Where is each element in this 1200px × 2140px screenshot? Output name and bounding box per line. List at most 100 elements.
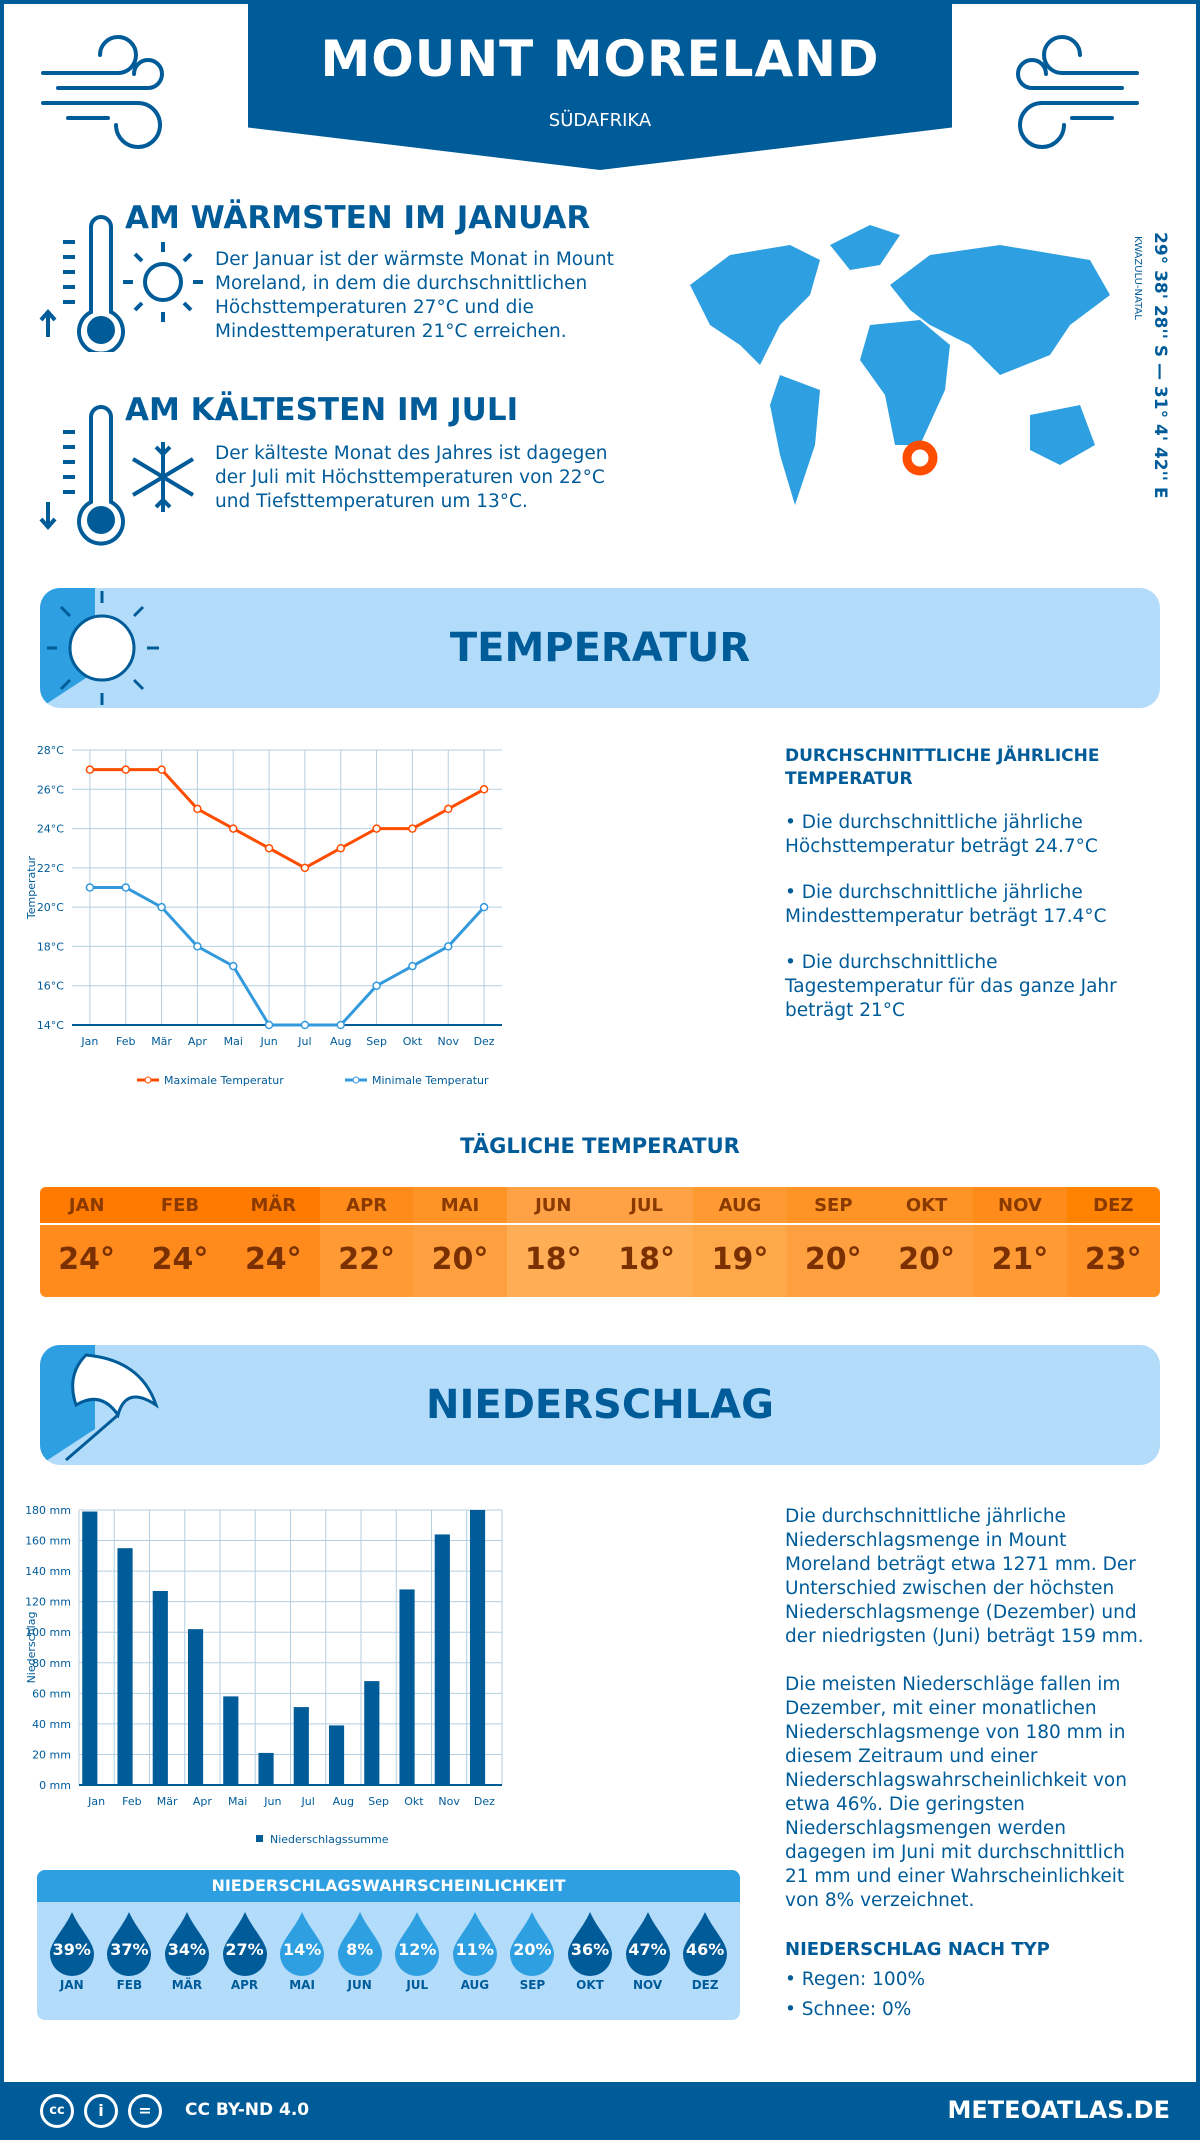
precip-bar (364, 1681, 380, 1785)
country-subtitle: SÜDAFRIKA (548, 110, 652, 131)
y-tick-label: 24°C (37, 823, 64, 836)
precip-bar (152, 1590, 168, 1785)
raindrop-icon (164, 1912, 209, 1976)
daily-temp-value: 24° (226, 1225, 320, 1297)
y-tick-label: 120 mm (25, 1596, 71, 1609)
raindrop-icon (49, 1912, 94, 1976)
daily-temp-value: 20° (879, 1225, 974, 1297)
precip-bar (258, 1752, 274, 1785)
probability-value: 20% (513, 1940, 552, 1959)
x-tick-label: Jan (87, 1795, 105, 1808)
page-title: MOUNT MORELAND (320, 30, 880, 88)
x-tick-label: Mär (157, 1795, 178, 1808)
probability-value: 34% (167, 1940, 207, 1959)
precipitation-probability-box: NIEDERSCHLAGSWAHRSCHEINLICHKEIT 39% JAN 37… (37, 1870, 740, 2020)
data-point (408, 961, 417, 971)
location-marker-icon (902, 440, 938, 476)
raindrop-icon (222, 1912, 267, 1976)
month-label: JUN (506, 1187, 600, 1225)
x-tick-label: Nov (438, 1795, 460, 1808)
probability-drop: 34% MÄR (160, 1910, 214, 1992)
probability-drop: 14% MAI (275, 1910, 329, 1992)
x-tick-label: Apr (188, 1035, 208, 1048)
raindrop-icon (452, 1912, 497, 1976)
daily-temp-column: OKT 20° (879, 1187, 974, 1297)
raindrop-icon (567, 1912, 612, 1976)
month-label: JUL (599, 1187, 694, 1225)
x-tick-label: Mai (228, 1795, 247, 1808)
license-text: CC BY-ND 4.0 (185, 2100, 310, 2120)
daily-temp-column: DEZ 23° (1066, 1187, 1160, 1297)
no-derivatives-icon: = (128, 2094, 162, 2128)
probability-drop: 37% FEB (102, 1910, 156, 1992)
probability-drop: 36% OKT (563, 1910, 617, 1992)
legend-marker (144, 1076, 152, 1084)
license-icons: cc i = (40, 2094, 162, 2128)
month-label: MAI (289, 1978, 315, 1992)
annual-temp-bullet: • Die durchschnittliche Tagestemperatur … (785, 952, 1117, 1021)
month-label: SEP (786, 1187, 880, 1225)
month-label: JUN (347, 1978, 372, 1992)
probability-value: 27% (225, 1940, 264, 1959)
y-tick-label: 20 mm (32, 1748, 71, 1761)
precipitation-bar-chart: 0 mm 20 mm 40 mm 60 mm 80 mm 100 mm 120 mm 140 … (25, 1504, 503, 1846)
daily-temp-value: 23° (1066, 1225, 1160, 1297)
probability-value: 39% (52, 1940, 91, 1959)
precip-bar (117, 1548, 133, 1785)
daily-temp-column: MÄR 24° (226, 1187, 320, 1297)
precip-bar (293, 1707, 309, 1785)
data-point (408, 824, 417, 833)
month-label: OKT (576, 1978, 604, 1992)
x-tick-label: Jan (80, 1035, 98, 1048)
y-tick-label: 60 mm (32, 1687, 71, 1700)
month-label: APR (319, 1187, 414, 1225)
header-banner: MOUNT MORELAND SÜDAFRIKA (248, 0, 952, 170)
annual-temp-bullet: • Die durchschnittliche jährliche Höchst… (785, 812, 1098, 857)
data-point (85, 883, 95, 892)
data-point (336, 1020, 345, 1030)
legend-label: Maximale Temperatur (164, 1074, 284, 1087)
data-point (336, 843, 345, 853)
cc-icon: cc (40, 2094, 74, 2128)
temperature-line-chart: 14°C 16°C 18°C 20°C 22°C 24°C 26°C 28°C Jan Feb Mä… (25, 744, 502, 1087)
data-point (157, 902, 166, 912)
probability-drop: 27% APR (218, 1910, 272, 1992)
data-point (193, 804, 202, 814)
raindrop-icon (683, 1912, 728, 1976)
precip-bar (328, 1725, 345, 1785)
precip-bar (434, 1534, 450, 1785)
y-tick-label: 80 mm (32, 1657, 71, 1670)
daily-temp-column: AUG 19° (693, 1187, 787, 1297)
month-label: AUG (693, 1187, 787, 1225)
annual-temp-bullet: • Die durchschnittliche jährliche Mindes… (785, 882, 1107, 927)
data-point (121, 765, 130, 774)
umbrella-icon (65, 1353, 159, 1462)
x-tick-label: Jun (263, 1795, 281, 1808)
daily-temp-value: 20° (786, 1225, 880, 1297)
probability-value: 8% (346, 1940, 374, 1959)
y-tick-label: 14°C (37, 1019, 64, 1032)
month-label: OKT (879, 1187, 974, 1225)
precip-type-snow: • Schnee: 0% (785, 1999, 912, 2020)
data-point (229, 961, 238, 971)
y-tick-label: 180 mm (25, 1504, 71, 1517)
y-tick-label: 40 mm (32, 1718, 71, 1731)
month-label: APR (230, 1978, 259, 1992)
legend-marker (352, 1076, 360, 1084)
probability-value: 46% (685, 1940, 725, 1959)
daily-temp-value: 18° (506, 1225, 600, 1297)
x-tick-label: Jul (300, 1795, 314, 1808)
month-label: SEP (519, 1978, 546, 1992)
site-link[interactable]: METEOATLAS.DE (947, 2096, 1170, 2124)
data-point (121, 883, 130, 892)
raindrop-icon (337, 1912, 382, 1976)
month-label: NOV (973, 1187, 1067, 1225)
month-label: FEB (133, 1187, 227, 1225)
precip-type-rain: • Regen: 100% (785, 1969, 926, 1990)
month-label: JUL (406, 1978, 429, 1992)
daily-temp-column: JUL 18° (599, 1187, 694, 1297)
daily-temp-value: 19° (693, 1225, 787, 1297)
y-tick-label: 22°C (37, 862, 64, 875)
daily-temp-column: NOV 21° (973, 1187, 1067, 1297)
sun-icon (47, 591, 159, 705)
